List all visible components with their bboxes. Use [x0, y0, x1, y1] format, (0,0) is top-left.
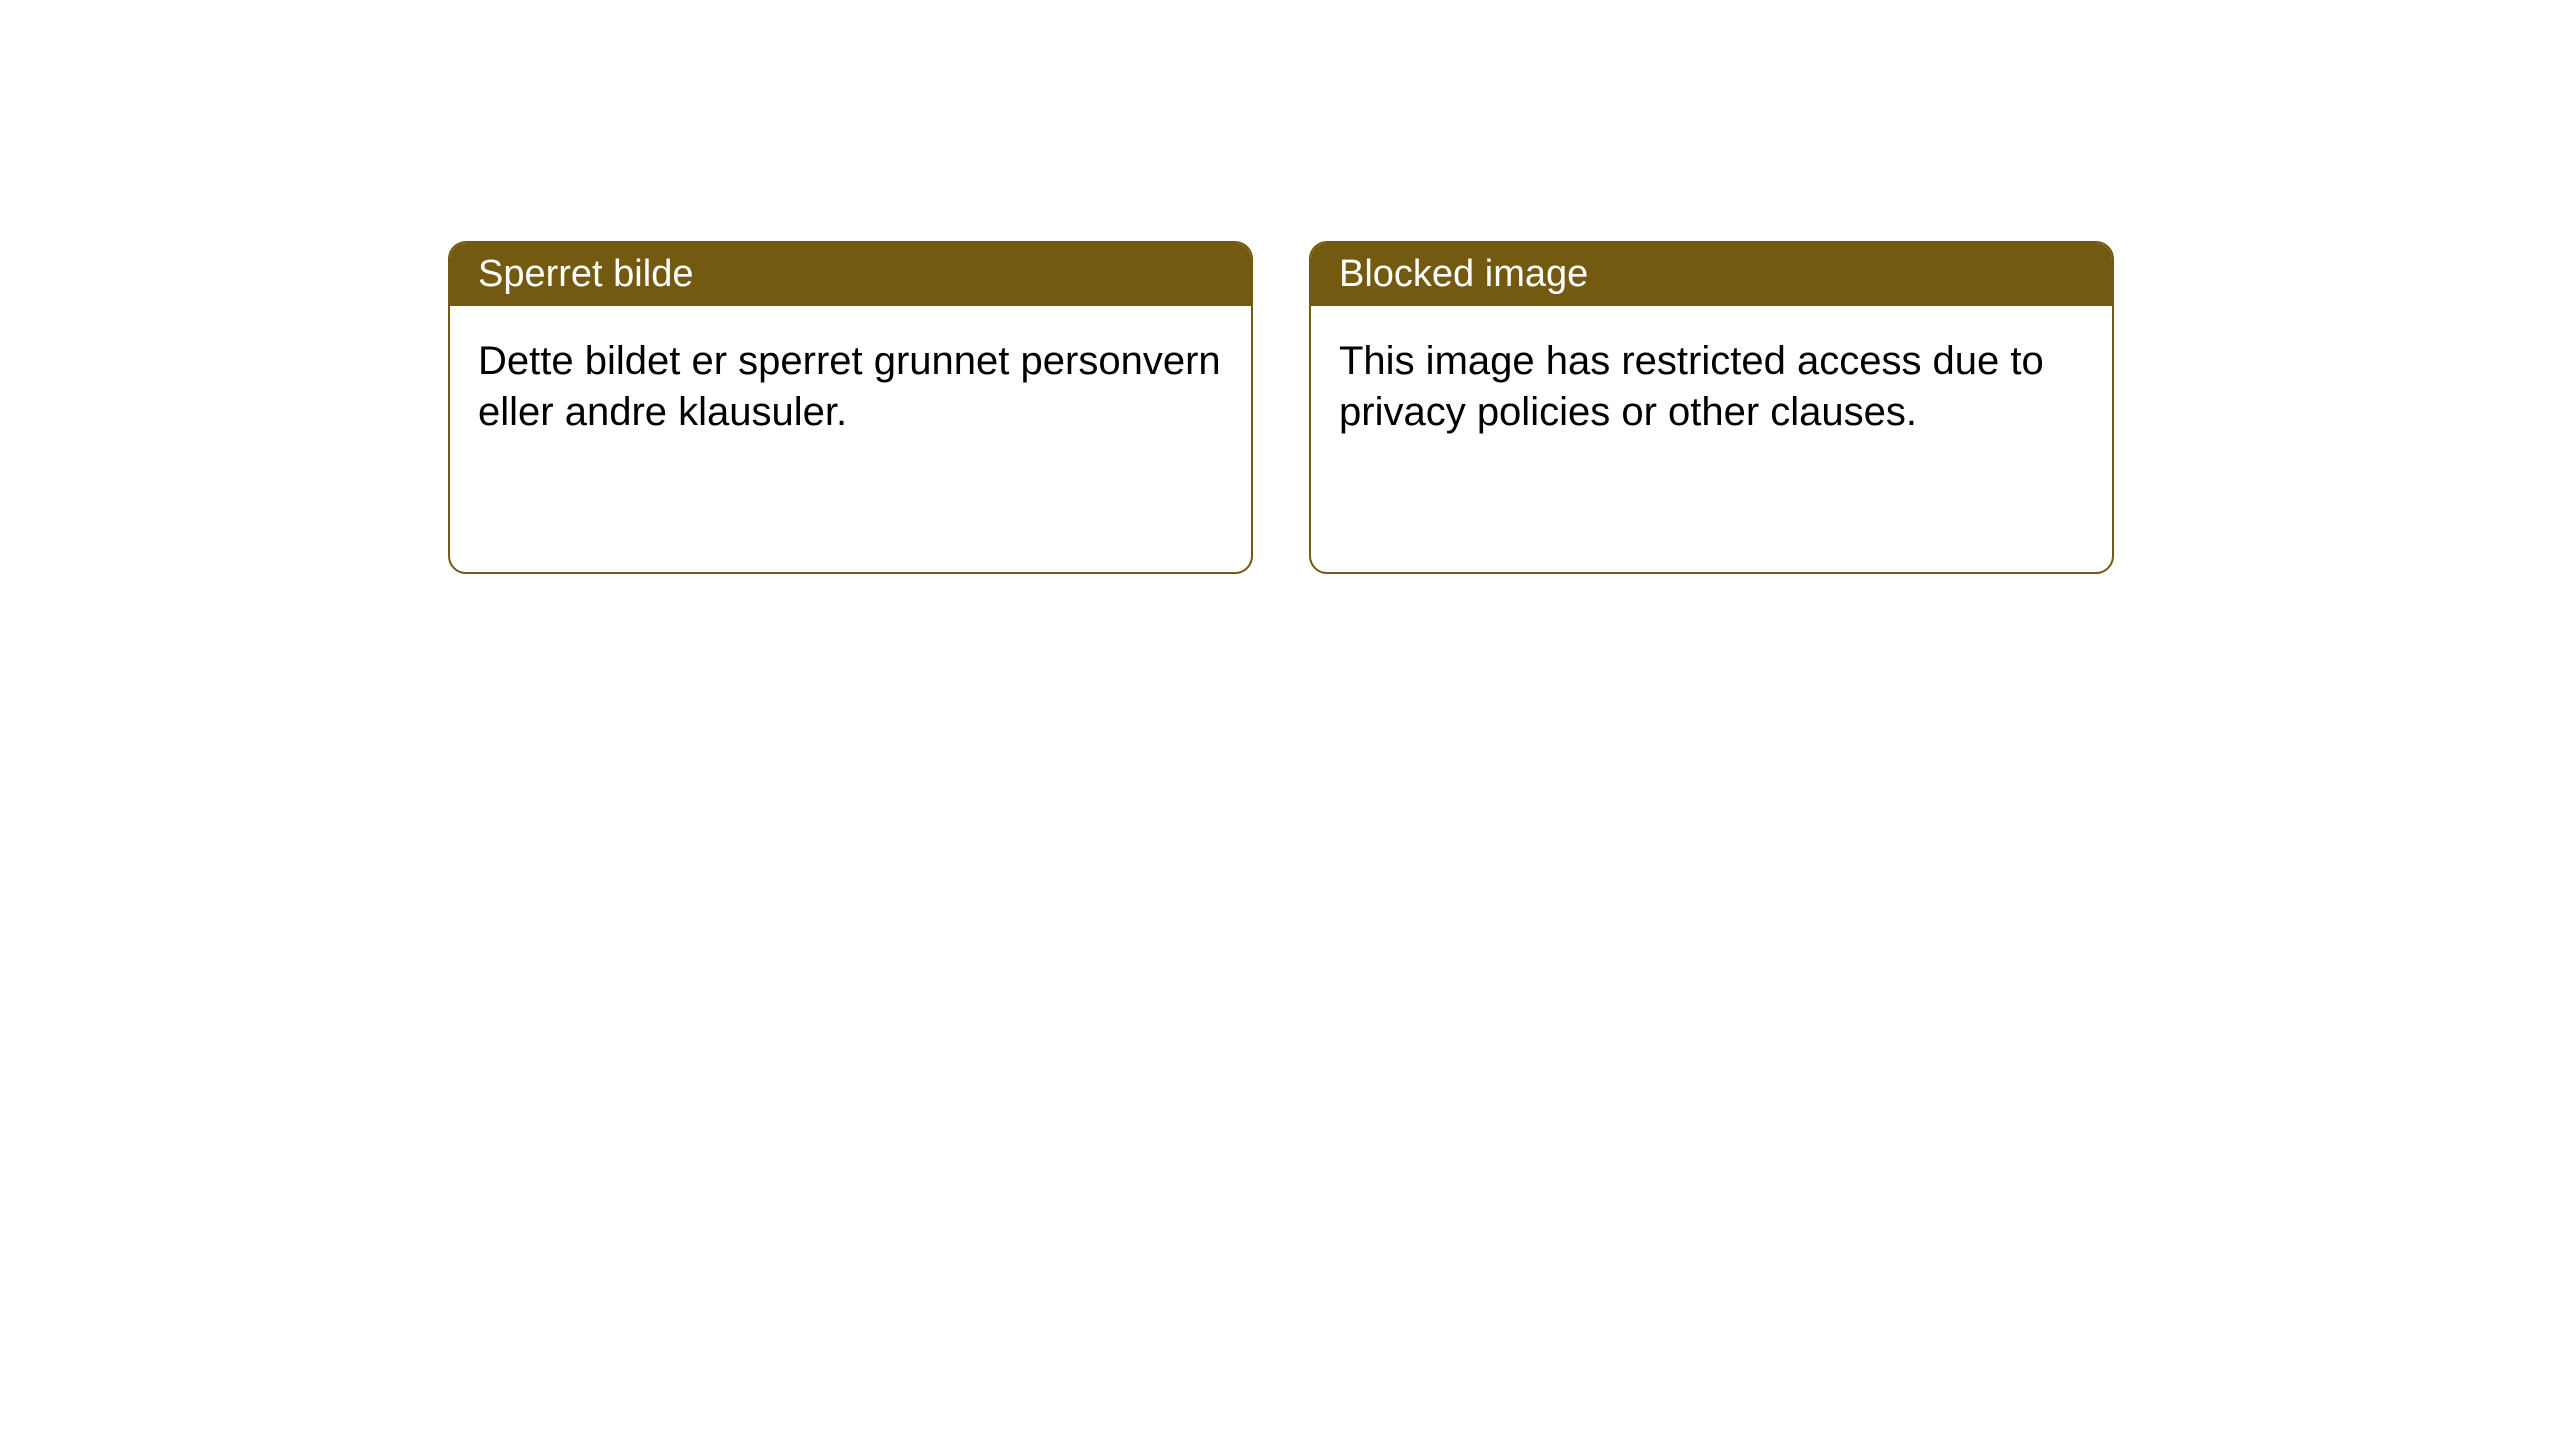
notice-title: Blocked image	[1339, 253, 1588, 295]
notice-header: Blocked image	[1311, 243, 2112, 306]
notice-body-text: Dette bildet er sperret grunnet personve…	[478, 339, 1221, 434]
notice-card-english: Blocked image This image has restricted …	[1309, 241, 2114, 574]
notice-body: This image has restricted access due to …	[1311, 306, 2112, 468]
notice-card-norwegian: Sperret bilde Dette bildet er sperret gr…	[448, 241, 1253, 574]
notice-title: Sperret bilde	[478, 253, 693, 295]
notice-container: Sperret bilde Dette bildet er sperret gr…	[0, 0, 2560, 574]
notice-body: Dette bildet er sperret grunnet personve…	[450, 306, 1251, 468]
notice-body-text: This image has restricted access due to …	[1339, 339, 2044, 434]
notice-header: Sperret bilde	[450, 243, 1251, 306]
